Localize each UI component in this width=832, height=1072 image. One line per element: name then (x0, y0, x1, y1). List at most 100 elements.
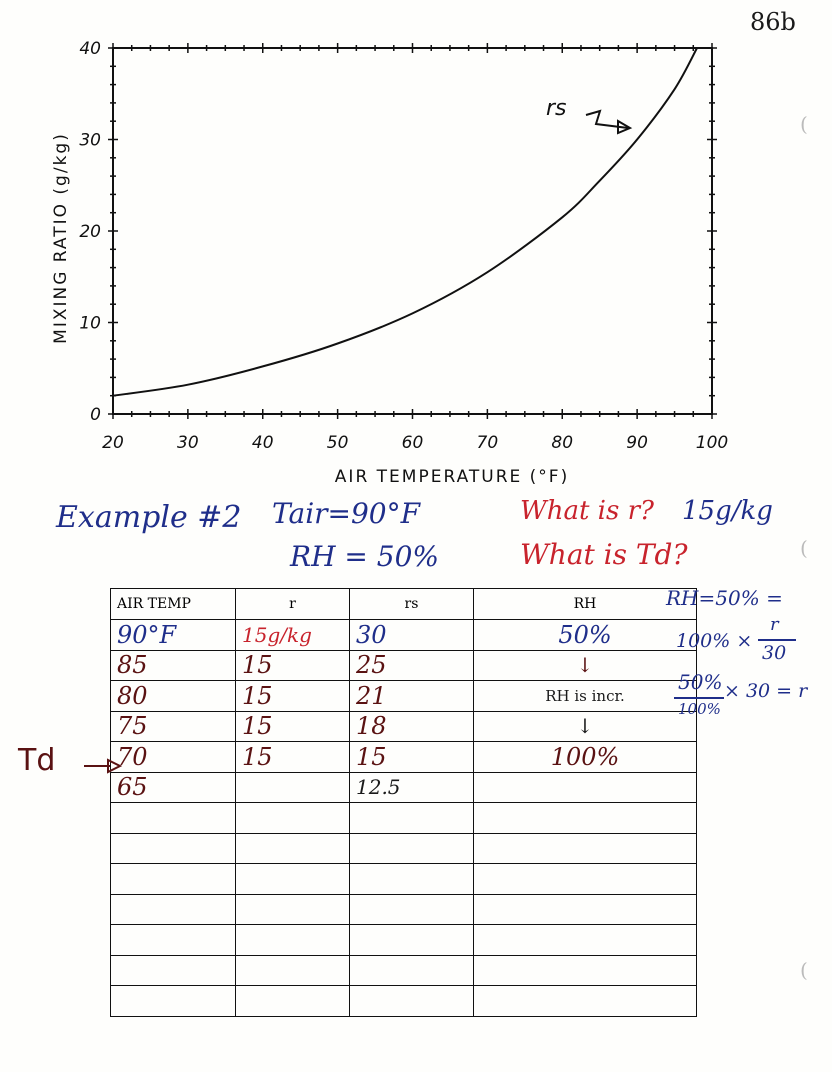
table-cell (235, 832, 350, 864)
side-note-formula-num: r (770, 614, 779, 635)
x-tick-label: 20 (102, 433, 124, 453)
table-row: 70 15 15 100% (110, 741, 697, 773)
side-note-calc-bar (674, 697, 724, 699)
table-row (110, 924, 697, 956)
table-row: 85 15 25 ↓ (110, 649, 697, 681)
series-line-rs (112, 47, 698, 397)
page-number: 86b (750, 8, 796, 36)
x-tick-label: 90 (626, 433, 648, 453)
x-axis-label: AIR TEMPERATURE (°F) (335, 467, 569, 487)
chart-frame (112, 47, 713, 415)
table-cell: 90°F (110, 619, 236, 651)
example-label: Example #2 (56, 500, 242, 535)
y-tick-label: 30 (79, 131, 101, 151)
example-tair: Tair=90°F (272, 497, 421, 530)
table-row (110, 832, 697, 864)
y-axis-label: MIXING RATIO (g/kg) (51, 132, 71, 344)
x-tick-label: 40 (252, 433, 274, 453)
table-cell: 70 (110, 741, 236, 773)
table-row (110, 954, 697, 986)
table-cell (349, 954, 474, 986)
table-cell (349, 924, 474, 956)
example-rh: RH = 50% (290, 540, 439, 573)
table-cell: ↓ (473, 649, 697, 681)
table-cell: 15g/kg (235, 619, 350, 651)
x-tick-label: 60 (402, 433, 424, 453)
table-cell: 100% (473, 741, 697, 773)
table-row: 75 15 18 ↓ (110, 710, 697, 742)
table-cell (235, 771, 350, 803)
table-header-cell: rs (349, 588, 474, 620)
question-td: What is Td? (520, 538, 688, 571)
table-cell (473, 924, 697, 956)
table-cell: 15 (235, 649, 350, 681)
x-tick-label: 80 (551, 433, 573, 453)
table-cell (349, 863, 474, 895)
mixing-ratio-chart: 20 30 40 50 60 70 80 90 100 0 10 20 30 40 MIXING RATI… (51, 39, 728, 487)
table-row: 90°F 15g/kg 30 50% (110, 619, 697, 651)
td-label: Td (18, 743, 56, 778)
table-cell: 15 (349, 741, 474, 773)
side-note-calc-rest: × 30 = r (724, 680, 808, 702)
table-cell: 25 (349, 649, 474, 681)
margin-mark: ( (800, 536, 808, 560)
table-cell (110, 924, 236, 956)
side-note-formula-den: 30 (762, 642, 787, 664)
y-tick-label: 0 (90, 405, 101, 425)
table-cell: 50% (473, 619, 697, 651)
table-cell: 80 (110, 680, 236, 712)
table-row (110, 893, 697, 925)
margin-mark: ( (800, 112, 808, 136)
x-tick-label: 50 (327, 433, 349, 453)
side-note-calc-num: 50% (678, 670, 723, 694)
y-tick-label: 20 (79, 222, 101, 242)
table-cell (110, 954, 236, 986)
plot-area-border (112, 47, 713, 415)
side-note-calc-den: 100% (678, 700, 721, 718)
chart-ticks (108, 43, 717, 419)
table-cell (110, 985, 236, 1017)
side-note-rh: RH=50% = (666, 586, 783, 610)
td-arrow (84, 758, 122, 774)
x-tick-label: 30 (177, 433, 199, 453)
table-cell: 15 (235, 680, 350, 712)
table-cell (349, 893, 474, 925)
table-cell (110, 832, 236, 864)
x-tick-label: 100 (696, 433, 728, 453)
table-cell (473, 771, 697, 803)
table-header-cell: AIR TEMP (110, 588, 236, 620)
table-row (110, 863, 697, 895)
question-r: What is r? (520, 496, 654, 526)
table-cell (349, 802, 474, 834)
chart-series (112, 47, 698, 397)
table-cell (235, 802, 350, 834)
rs-annotation-arrow (585, 109, 629, 129)
rs-annotation-arrowhead (617, 119, 633, 135)
table-cell: 75 (110, 710, 236, 742)
table-header-cell: r (235, 588, 350, 620)
table-cell (235, 893, 350, 925)
table-cell: 15 (235, 741, 350, 773)
table-cell: 65 (110, 771, 236, 803)
table-cell (110, 863, 236, 895)
table-cell (473, 863, 697, 895)
table-cell: 85 (110, 649, 236, 681)
table-row (110, 985, 697, 1017)
table-cell: 12.5 (349, 771, 474, 803)
table-cell (349, 832, 474, 864)
table-cell (473, 832, 697, 864)
table-cell: ↓ (473, 710, 697, 742)
table-cell (235, 985, 350, 1017)
table-cell: 30 (349, 619, 474, 651)
table-cell (235, 954, 350, 986)
table-row (110, 802, 697, 834)
worksheet-table: AIR TEMP r rs RH 90°F 15g/kg 30 50% 85 15 25 ↓ 80 15 2… (110, 588, 697, 1017)
answer-r: 15g/kg (682, 496, 773, 526)
table-header-cell: RH (473, 588, 697, 620)
table-cell (235, 863, 350, 895)
table-row: 65 12.5 (110, 771, 697, 803)
table-cell (473, 802, 697, 834)
table-cell: RH is incr. (473, 680, 697, 712)
table-header-row: AIR TEMP r rs RH (110, 588, 697, 620)
table-cell (235, 924, 350, 956)
